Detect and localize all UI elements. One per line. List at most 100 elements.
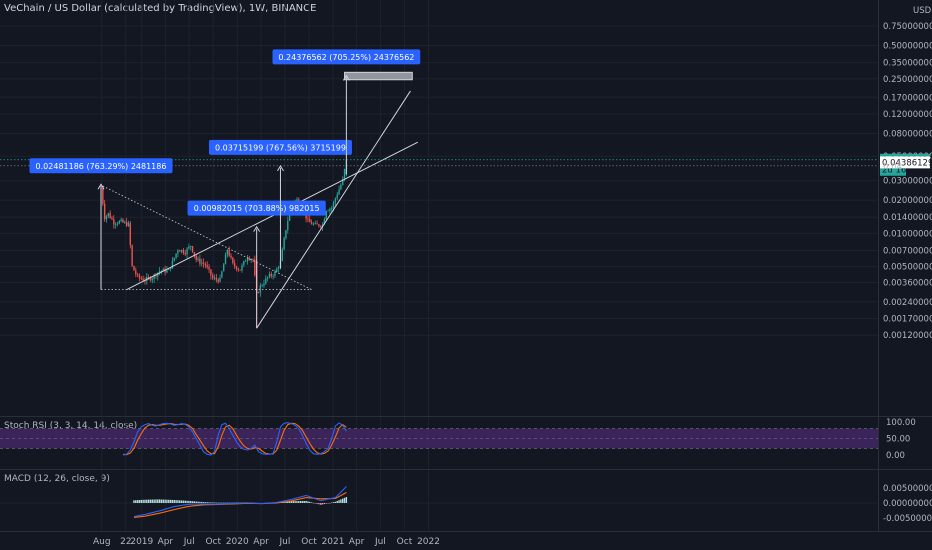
target-zone: [344, 71, 413, 81]
macd-hist-bar: [149, 499, 152, 503]
macd-hist-bar: [155, 499, 157, 503]
macd-hist-bar: [191, 501, 194, 503]
measure-label-box: [272, 49, 421, 65]
candle-up: [120, 219, 122, 222]
macd-hist-bar: [299, 501, 302, 503]
candle-up: [201, 262, 203, 264]
candle-up: [323, 218, 326, 225]
candle-up: [151, 278, 153, 281]
candle-up: [340, 184, 342, 190]
candle-up: [281, 249, 283, 261]
macd-hist-bar: [345, 497, 348, 503]
candle-up: [338, 189, 340, 195]
candle-down: [138, 275, 141, 279]
price-tick-label: 0.12000000: [883, 110, 932, 120]
macd-hist-bar: [138, 500, 141, 503]
rsi-tick-label: 50.00: [886, 435, 910, 445]
macd-hist-bar: [230, 502, 232, 504]
macd-line: [133, 486, 347, 518]
macd-hist-bar: [224, 502, 227, 504]
candle-up: [116, 223, 119, 225]
macd-hist-bar: [197, 501, 199, 503]
candle-down: [270, 274, 273, 276]
time-tick-label: 2022: [417, 537, 440, 547]
candle-down: [191, 245, 194, 253]
price-tag-label: 0.04386129: [882, 158, 932, 168]
measure-arrow: [253, 225, 261, 232]
candle-down: [230, 255, 232, 258]
candle-up: [283, 238, 285, 250]
macd-hist-bar: [325, 503, 327, 504]
macd-hist-bar: [179, 500, 181, 503]
macd-hist-bar: [312, 502, 315, 504]
macd-hist-bar: [206, 502, 208, 503]
macd-hist-bar: [343, 497, 346, 503]
macd-hist-bar: [180, 500, 183, 503]
macd-hist-bar: [175, 500, 177, 503]
candle-down: [133, 265, 135, 271]
candle-up: [157, 272, 159, 277]
macd-hist-bar: [210, 502, 212, 503]
candle-down: [254, 259, 256, 276]
candle-down: [204, 263, 207, 266]
time-tick-label: 2020: [226, 537, 249, 547]
macd-hist-bar: [204, 502, 207, 503]
macd-hist-bar: [142, 499, 144, 503]
candle-down: [257, 292, 260, 294]
macd-hist-bar: [232, 502, 234, 504]
candle-up: [190, 245, 192, 247]
candle-down: [309, 219, 311, 223]
candle-up: [171, 260, 174, 269]
macd-hist-bar: [135, 500, 137, 503]
candle-up: [107, 213, 110, 216]
time-tick-label: 2019: [130, 537, 153, 547]
macd-hist-bar: [287, 501, 289, 503]
macd-hist-bar: [157, 499, 159, 503]
price-tick-label: 0.35000000: [883, 59, 932, 69]
price-tick-label: 0.50000000: [883, 41, 932, 51]
macd-hist-bar: [160, 499, 163, 503]
macd-hist-bar: [158, 499, 161, 503]
macd-hist-bar: [173, 500, 175, 503]
candle-up: [173, 257, 175, 261]
candle-up: [124, 221, 126, 223]
trend-line: [126, 141, 419, 291]
price-tick-label: 0.00360000: [883, 278, 932, 288]
candle-down: [237, 269, 240, 271]
candle-down: [142, 278, 144, 281]
macd-hist-bar: [310, 502, 313, 503]
candle-up: [114, 224, 117, 225]
candle-up: [261, 285, 263, 287]
price-tag-marker: [880, 156, 930, 169]
candle-up: [265, 278, 267, 284]
price-tag-label: 2d 16h: [882, 166, 912, 176]
candle-down: [307, 218, 309, 220]
candle-up: [180, 249, 183, 252]
candle-up: [268, 274, 271, 277]
time-tick-label: 2021: [322, 537, 345, 547]
trend-line: [256, 90, 411, 329]
macd-hist-bar: [202, 502, 205, 503]
measure-label-box: [208, 139, 352, 155]
price-tick-label: 0.03000000: [883, 177, 932, 187]
time-tick-label: Aug: [93, 537, 111, 547]
macd-hist-bar: [147, 499, 150, 503]
macd-hist-bar: [193, 501, 196, 503]
price-tick-label: 0.75000000: [883, 22, 932, 32]
time-tick-label: Apr: [158, 537, 174, 547]
annotations: 0.02481186 (763.29%) 2481186 0.00982015 (…: [29, 49, 421, 329]
macd-hist-bar: [288, 501, 291, 503]
candle-up: [169, 268, 172, 270]
candle-up: [246, 258, 249, 262]
candle-up: [342, 179, 344, 185]
chart-title: VeChain / US Dollar (calculated by Tradi…: [4, 3, 317, 14]
candle-up: [288, 210, 291, 221]
candle-up: [221, 271, 223, 278]
candle-down: [248, 258, 251, 260]
macd-hist-bar: [219, 502, 221, 504]
candle-down: [102, 187, 104, 204]
candle-up: [105, 215, 108, 220]
candle-down: [217, 279, 219, 282]
candle-up: [197, 258, 199, 260]
